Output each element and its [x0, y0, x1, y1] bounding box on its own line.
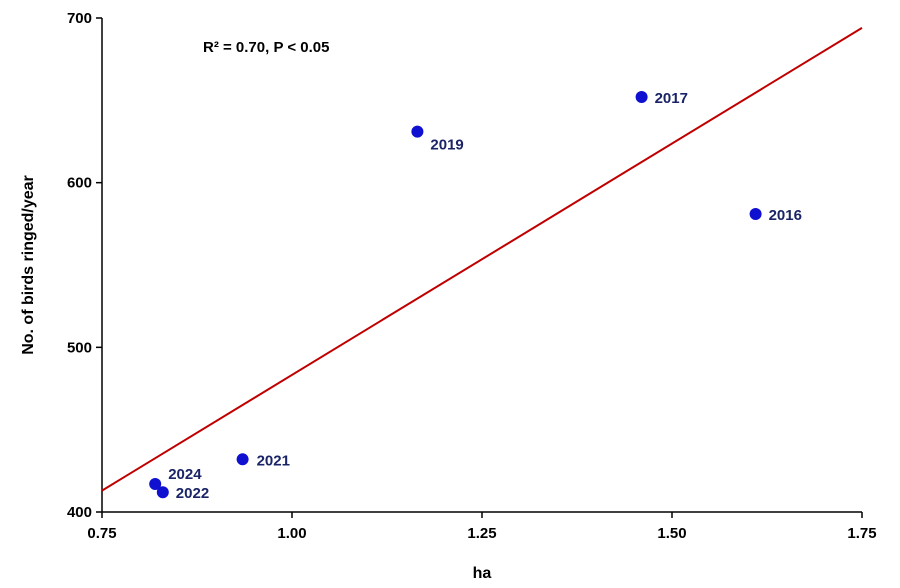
y-tick-label: 500 — [67, 339, 92, 356]
y-tick-label: 400 — [67, 504, 92, 521]
annotation-text: R² = 0.70, P < 0.05 — [203, 39, 329, 56]
axes — [101, 18, 862, 513]
x-axis-title: ha — [473, 565, 492, 582]
point-label: 2017 — [655, 90, 688, 107]
x-tick-label: 0.75 — [87, 525, 116, 542]
data-point — [749, 207, 762, 220]
y-tick-label: 700 — [67, 10, 92, 27]
data-point — [149, 478, 162, 491]
data-point — [411, 125, 424, 138]
x-tick-label: 1.50 — [657, 525, 686, 542]
y-tick-label: 600 — [67, 175, 92, 192]
data-point — [156, 486, 169, 499]
data-point — [236, 453, 249, 466]
point-label: 2019 — [430, 137, 463, 154]
y-axis-title: No. of birds ringed/year — [20, 175, 37, 355]
data-points: 2016 2017 2019 2021 2022 2024 — [149, 90, 802, 502]
point-label: 2016 — [769, 207, 802, 224]
x-tick-label: 1.75 — [847, 525, 876, 542]
x-tick-label: 1.00 — [277, 525, 306, 542]
point-label: 2024 — [168, 466, 202, 483]
x-tick-label: 1.25 — [467, 525, 496, 542]
axis-ticks: 0.75 1.00 1.25 1.50 1.75 400 500 600 700 — [67, 10, 877, 542]
trendline — [101, 27, 863, 492]
point-label: 2021 — [257, 452, 290, 469]
point-label: 2022 — [176, 485, 209, 502]
data-point — [635, 91, 648, 104]
